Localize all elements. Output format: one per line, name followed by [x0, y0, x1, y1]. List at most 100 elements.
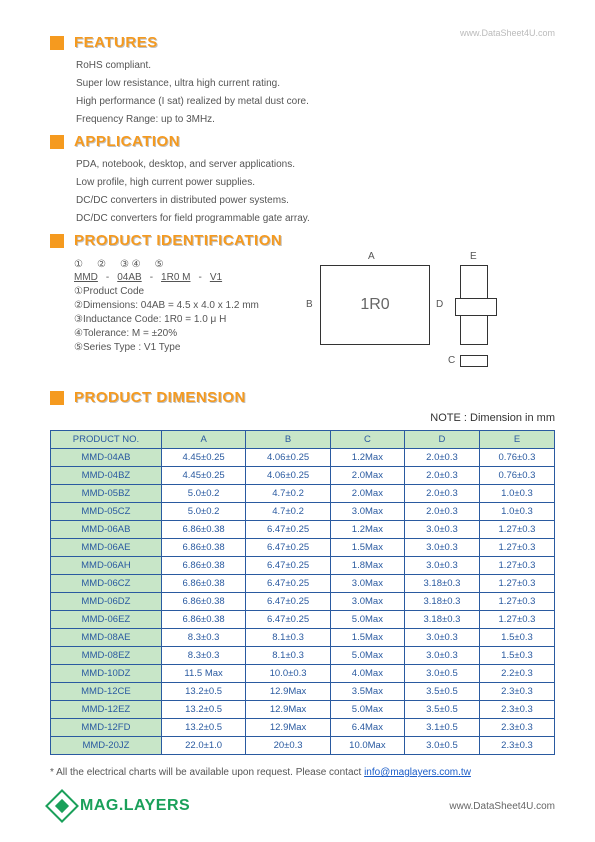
cell-value: 1.5Max [330, 629, 404, 647]
th-product-no: PRODUCT NO. [51, 431, 162, 449]
cell-value: 3.0±0.3 [404, 647, 479, 665]
cell-value: 5.0±0.2 [161, 485, 245, 503]
cell-value: 3.0Max [330, 593, 404, 611]
cell-value: 3.0±0.3 [404, 629, 479, 647]
cell-value: 8.3±0.3 [161, 629, 245, 647]
footnote-link[interactable]: info@maglayers.com.tw [364, 767, 471, 778]
cell-product-no: MMD-08AE [51, 629, 162, 647]
cell-value: 3.18±0.3 [404, 611, 479, 629]
cell-value: 6.47±0.25 [246, 557, 330, 575]
cell-value: 1.5±0.3 [479, 629, 554, 647]
cell-value: 3.5±0.5 [404, 683, 479, 701]
pid-row: ① ② ③ ④ ⑤ MMD - 04AB - 1R0 M - V1 ①Produ… [50, 255, 555, 385]
pid-item: ⑤Series Type : V1 Type [74, 342, 300, 353]
cell-value: 6.86±0.38 [161, 575, 245, 593]
cell-value: 1.27±0.3 [479, 521, 554, 539]
table-row: MMD-06AE6.86±0.386.47±0.251.5Max3.0±0.31… [51, 539, 555, 557]
cell-value: 3.0±0.3 [404, 521, 479, 539]
logo-text: MAG.LAYERS [80, 797, 190, 815]
application-line: PDA, notebook, desktop, and server appli… [76, 156, 555, 174]
cell-value: 3.1±0.5 [404, 719, 479, 737]
watermark: www.DataSheet4U.com [460, 28, 555, 38]
table-row: MMD-06EZ6.86±0.386.47±0.255.0Max3.18±0.3… [51, 611, 555, 629]
footer-row: MAG.LAYERS www.DataSheet4U.com [50, 794, 555, 818]
table-row: MMD-05CZ5.0±0.24.7±0.23.0Max2.0±0.31.0±0… [51, 503, 555, 521]
cell-value: 6.47±0.25 [246, 593, 330, 611]
section-application-head: APPLICATION [50, 133, 555, 150]
features-title: FEATURES [74, 34, 158, 51]
cell-value: 12.9Max [246, 719, 330, 737]
cell-value: 2.3±0.3 [479, 737, 554, 755]
cell-value: 1.27±0.3 [479, 539, 554, 557]
th-e: E [479, 431, 554, 449]
dim-label-a: A [368, 251, 375, 262]
dimension-diagram: 1R0 A B D E C [300, 255, 555, 385]
cell-product-no: MMD-04BZ [51, 467, 162, 485]
cell-value: 4.45±0.25 [161, 467, 245, 485]
table-row: MMD-05BZ5.0±0.24.7±0.22.0Max2.0±0.31.0±0… [51, 485, 555, 503]
cell-value: 1.0±0.3 [479, 503, 554, 521]
cell-product-no: MMD-12CE [51, 683, 162, 701]
cell-value: 5.0Max [330, 611, 404, 629]
application-line: DC/DC converters for field programmable … [76, 210, 555, 228]
cell-value: 1.2Max [330, 521, 404, 539]
cell-value: 1.27±0.3 [479, 611, 554, 629]
dim-label-d: D [436, 299, 443, 310]
cell-value: 2.0Max [330, 485, 404, 503]
cell-value: 1.0±0.3 [479, 485, 554, 503]
cell-value: 3.0±0.5 [404, 737, 479, 755]
th-d: D [404, 431, 479, 449]
table-row: MMD-12EZ13.2±0.512.9Max5.0Max3.5±0.52.3±… [51, 701, 555, 719]
table-row: MMD-04BZ4.45±0.254.06±0.252.0Max2.0±0.30… [51, 467, 555, 485]
table-row: MMD-06AB6.86±0.386.47±0.251.2Max3.0±0.31… [51, 521, 555, 539]
pid-part: 1R0 M [161, 272, 190, 283]
cell-value: 3.18±0.3 [404, 593, 479, 611]
pid-parts: MMD - 04AB - 1R0 M - V1 [74, 272, 300, 283]
cell-value: 1.2Max [330, 449, 404, 467]
application-line: DC/DC converters in distributed power sy… [76, 192, 555, 210]
cell-value: 2.0±0.3 [404, 467, 479, 485]
cell-product-no: MMD-05BZ [51, 485, 162, 503]
cell-value: 1.27±0.3 [479, 557, 554, 575]
table-row: MMD-06CZ6.86±0.386.47±0.253.0Max3.18±0.3… [51, 575, 555, 593]
dim-label-c: C [448, 355, 455, 366]
cell-product-no: MMD-12EZ [51, 701, 162, 719]
features-line: High performance (I sat) realized by met… [76, 93, 555, 111]
cell-value: 1.27±0.3 [479, 575, 554, 593]
cell-value: 6.47±0.25 [246, 539, 330, 557]
diag-side-view [460, 265, 488, 345]
pid-dash: - [150, 272, 153, 283]
cell-product-no: MMD-12FD [51, 719, 162, 737]
th-c: C [330, 431, 404, 449]
cell-value: 6.86±0.38 [161, 611, 245, 629]
cell-value: 13.2±0.5 [161, 719, 245, 737]
th-b: B [246, 431, 330, 449]
cell-value: 12.9Max [246, 701, 330, 719]
pid-title: PRODUCT IDENTIFICATION [74, 232, 282, 249]
cell-value: 10.0±0.3 [246, 665, 330, 683]
pid-circle: ⑤ [155, 259, 164, 270]
pid-part: 04AB [117, 272, 141, 283]
pid-part: V1 [210, 272, 222, 283]
features-line: Super low resistance, ultra high current… [76, 75, 555, 93]
cell-value: 2.0±0.3 [404, 503, 479, 521]
table-row: MMD-08EZ8.3±0.38.1±0.35.0Max3.0±0.31.5±0… [51, 647, 555, 665]
pid-item: ③Inductance Code: 1R0 = 1.0 μ H [74, 314, 300, 325]
cell-value: 1.5Max [330, 539, 404, 557]
pid-circle: ① [74, 259, 83, 270]
cell-value: 4.0Max [330, 665, 404, 683]
cell-product-no: MMD-20JZ [51, 737, 162, 755]
cell-value: 3.5±0.5 [404, 701, 479, 719]
cell-value: 6.86±0.38 [161, 539, 245, 557]
pid-item: ②Dimensions: 04AB = 4.5 x 4.0 x 1.2 mm [74, 300, 300, 311]
cell-product-no: MMD-06CZ [51, 575, 162, 593]
footnote: * All the electrical charts will be avai… [50, 767, 555, 778]
bullet-icon [50, 234, 64, 248]
pid-part: MMD [74, 272, 98, 283]
cell-value: 4.06±0.25 [246, 449, 330, 467]
cell-product-no: MMD-04AB [51, 449, 162, 467]
section-pid-head: PRODUCT IDENTIFICATION [50, 232, 555, 249]
cell-value: 2.3±0.3 [479, 719, 554, 737]
cell-value: 5.0Max [330, 701, 404, 719]
dim-label-b: B [306, 299, 313, 310]
